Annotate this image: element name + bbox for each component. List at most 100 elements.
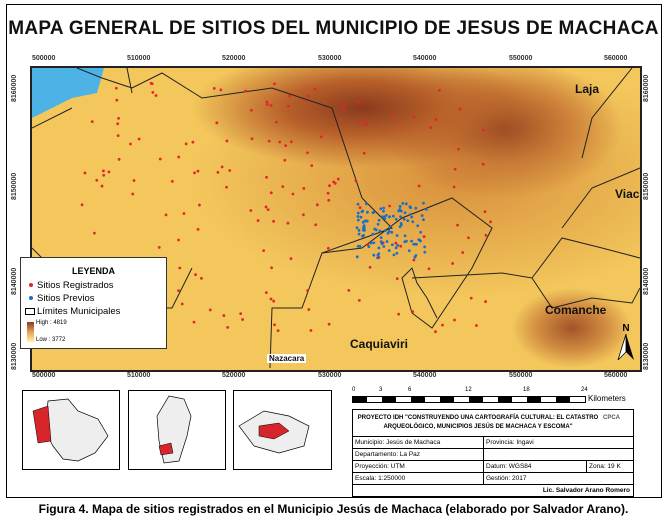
registered-site-point bbox=[265, 100, 269, 104]
registered-site-point bbox=[397, 312, 401, 316]
registered-site-point bbox=[177, 238, 180, 242]
registered-site-point bbox=[484, 300, 487, 303]
previous-site-point bbox=[379, 236, 383, 240]
previous-site-point bbox=[379, 240, 383, 244]
legend-label: Sitios Registrados bbox=[37, 280, 114, 291]
registered-site-point bbox=[178, 266, 182, 270]
registered-site-point bbox=[131, 192, 135, 196]
previous-site-point bbox=[355, 226, 359, 230]
registered-site-point bbox=[102, 169, 105, 173]
previous-site-point bbox=[416, 224, 420, 228]
y-tick-right: 8150000 bbox=[643, 172, 650, 200]
registered-site-point bbox=[307, 308, 311, 311]
previous-site-point bbox=[399, 209, 403, 213]
previous-site-point bbox=[402, 217, 406, 221]
registered-site-point bbox=[170, 179, 174, 183]
registered-site-point bbox=[427, 267, 431, 271]
previous-site-point bbox=[360, 210, 364, 214]
scale-tick: 24 bbox=[581, 387, 588, 393]
registered-site-point bbox=[483, 210, 487, 214]
previous-site-point bbox=[382, 245, 386, 248]
scale-tick: 6 bbox=[408, 387, 412, 393]
previous-site-point bbox=[355, 255, 359, 259]
registered-site-point bbox=[129, 142, 132, 146]
previous-site-point bbox=[361, 234, 364, 238]
registered-site-point bbox=[328, 184, 331, 188]
registered-site-point bbox=[241, 318, 244, 321]
registered-site-point bbox=[270, 266, 273, 270]
registered-site-point bbox=[326, 246, 330, 250]
gestion: Gestión: 2017 bbox=[483, 473, 633, 484]
place-label-comanche: Comanche bbox=[545, 303, 607, 317]
registered-site-point bbox=[441, 323, 444, 327]
registered-site-point bbox=[196, 227, 200, 231]
municipal-boundary bbox=[321, 68, 640, 329]
registered-site-point bbox=[115, 98, 119, 102]
previous-site-point bbox=[391, 214, 395, 218]
scale-tick: 3 bbox=[379, 387, 383, 393]
registered-site-point bbox=[438, 88, 441, 92]
registered-site-point bbox=[319, 135, 323, 139]
registered-site-point bbox=[388, 204, 392, 208]
previous-site-point bbox=[395, 251, 399, 255]
registered-site-point bbox=[117, 157, 121, 161]
registered-site-point bbox=[249, 209, 253, 212]
y-tick-right: 8160000 bbox=[643, 74, 650, 102]
legend-high: High : 4819 bbox=[36, 320, 67, 326]
registered-site-point bbox=[102, 173, 106, 177]
previous-site-point bbox=[377, 218, 381, 222]
registered-site-point bbox=[342, 103, 346, 106]
registered-site-point bbox=[117, 116, 120, 120]
registered-site-point bbox=[412, 115, 416, 119]
registered-site-point bbox=[180, 302, 184, 306]
previous-site-point bbox=[383, 229, 387, 232]
registered-site-point bbox=[265, 175, 269, 179]
registered-site-point bbox=[226, 325, 230, 329]
registered-site-point bbox=[215, 121, 219, 125]
registered-site-point bbox=[219, 88, 223, 92]
registered-site-point bbox=[327, 198, 331, 202]
registered-site-point bbox=[266, 208, 270, 211]
registered-site-point bbox=[451, 262, 455, 265]
previous-site-point bbox=[423, 245, 427, 249]
scale-tick: 18 bbox=[523, 387, 530, 393]
registered-site-point bbox=[150, 82, 154, 86]
previous-site-point bbox=[407, 249, 411, 253]
registered-site-point bbox=[467, 236, 470, 240]
x-tick-bottom: 540000 bbox=[413, 372, 437, 379]
previous-site-point bbox=[390, 230, 394, 234]
previous-site-point bbox=[401, 202, 405, 205]
previous-site-point bbox=[411, 220, 415, 224]
previous-site-point bbox=[377, 246, 381, 250]
registered-site-point bbox=[222, 314, 226, 317]
title-block: PROYECTO IDH "CONSTRUYENDO UNA CARTOGRAF… bbox=[352, 409, 634, 497]
registered-site-point bbox=[244, 89, 248, 93]
scale-bar-graphic bbox=[352, 396, 586, 403]
place-label-caquiaviri: Caquiaviri bbox=[350, 337, 409, 351]
previous-site-point bbox=[374, 228, 378, 232]
previous-site-point bbox=[356, 215, 360, 218]
registered-site-point bbox=[200, 276, 203, 280]
registered-site-point bbox=[95, 178, 99, 182]
registered-site-point bbox=[100, 184, 104, 188]
previous-site-point bbox=[388, 225, 392, 229]
registered-site-point bbox=[411, 310, 415, 314]
boundary-box-icon bbox=[25, 307, 35, 315]
x-tick-top: 540000 bbox=[413, 55, 437, 62]
escala: Escala: 1:250000 bbox=[355, 475, 406, 482]
provincia: Provincia: Ingavi bbox=[483, 437, 633, 448]
registered-site-point bbox=[239, 312, 243, 316]
place-label-laja: Laja bbox=[575, 82, 600, 96]
previous-site-point bbox=[359, 215, 363, 219]
registered-site-point bbox=[272, 299, 276, 303]
zona: Zona: 19 K bbox=[586, 461, 633, 472]
registered-site-point bbox=[284, 144, 288, 148]
previous-site-point bbox=[369, 241, 373, 245]
place-label-viacha: Viac bbox=[615, 187, 640, 201]
registered-site-point bbox=[269, 297, 273, 301]
legend-item-limites: Límites Municipales bbox=[25, 306, 120, 317]
figure-caption: Figura 4. Mapa de sitios registrados en … bbox=[38, 502, 629, 516]
registered-site-point bbox=[80, 203, 84, 207]
y-tick-left: 8150000 bbox=[11, 172, 18, 200]
registered-site-point bbox=[225, 139, 229, 143]
